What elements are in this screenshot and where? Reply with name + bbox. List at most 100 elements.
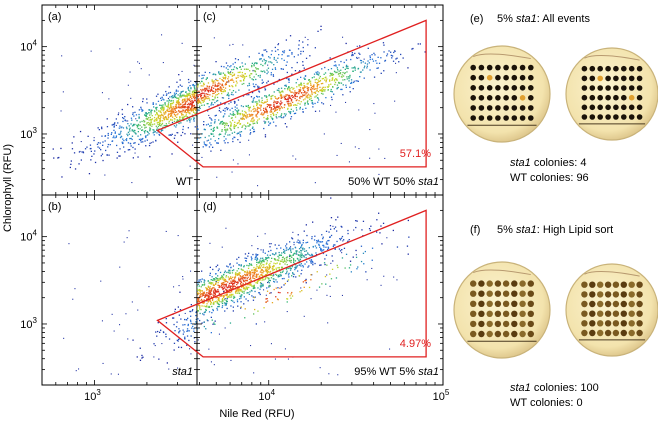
y-tick-label: 104 [20,229,37,244]
point [179,96,181,98]
point [239,80,241,82]
point [159,119,161,121]
point [131,138,133,141]
point [203,83,205,86]
point [145,115,147,117]
point [179,119,181,121]
point [220,87,222,89]
point [168,368,170,370]
point [271,68,274,70]
point [217,88,219,91]
point [168,110,171,112]
point [181,107,183,109]
point [244,76,246,78]
point [166,93,168,95]
point [151,109,153,111]
point [177,106,180,109]
point [93,139,95,142]
point [200,92,202,95]
point [137,124,139,127]
point [186,328,189,330]
point [362,61,364,63]
point [70,163,72,165]
point [159,104,161,106]
point [102,159,104,162]
point [190,304,192,306]
point [179,111,181,113]
point [184,105,186,108]
point [58,156,60,159]
point [227,65,229,67]
point [149,156,151,158]
point [212,80,214,82]
point [193,330,195,332]
point [174,105,176,108]
point [200,80,203,82]
point [223,77,225,79]
point [179,183,181,185]
point [184,102,186,104]
point [287,103,289,105]
point [89,144,92,146]
point [188,339,190,342]
sample-label-a: WT [176,176,193,188]
point [184,312,186,314]
point [168,92,170,94]
point [171,108,173,111]
point [79,130,82,133]
point [117,113,119,116]
point [187,86,189,89]
point [195,318,197,321]
point [271,50,273,52]
point [182,90,184,92]
point [367,47,369,49]
point [229,73,231,75]
point [205,87,207,90]
point [154,110,156,113]
point [147,134,149,136]
point [127,103,129,106]
panel-frame-b [41,194,198,386]
point [134,142,136,144]
point [191,310,193,312]
point [140,139,142,142]
point [213,92,215,94]
point [250,96,253,98]
point [93,153,95,155]
point [122,127,125,129]
point [84,148,87,150]
point [159,331,161,333]
point [194,85,196,87]
point [237,99,240,101]
point [211,99,214,101]
point [207,89,209,92]
point [161,114,163,117]
point [171,111,173,113]
point [197,95,199,98]
point [231,91,233,94]
point [132,339,134,341]
point [122,120,124,123]
point [263,58,265,61]
point [197,91,198,93]
point [198,100,201,102]
point [136,126,138,128]
point [165,112,167,114]
point [173,317,175,319]
point [192,93,194,95]
point [74,168,77,170]
point [190,133,192,135]
point [90,50,92,52]
point [139,347,141,349]
point [256,62,258,64]
point [172,111,174,113]
point [158,358,160,360]
point [125,120,127,122]
point [119,136,122,139]
point [171,112,173,114]
point [262,55,264,57]
point [258,91,261,93]
point [265,49,267,51]
point [186,109,188,111]
point [176,100,178,102]
